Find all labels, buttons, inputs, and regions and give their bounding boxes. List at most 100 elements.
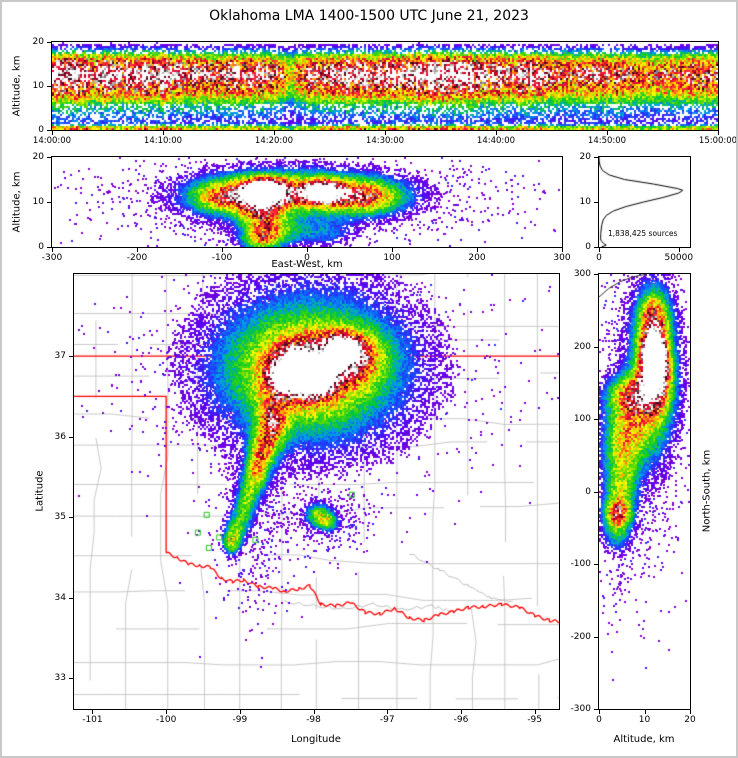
y-tick-label: 0	[38, 242, 44, 252]
tick-mark	[163, 131, 164, 135]
tick-mark	[594, 491, 598, 493]
tick-mark	[594, 709, 598, 710]
y-tick-label: 10	[32, 197, 44, 207]
x-tick-label: -98	[306, 715, 321, 725]
ns-altitude-xlabel: Altitude, km	[613, 734, 675, 745]
tick-mark	[47, 86, 51, 87]
y-tick-label: 33	[54, 673, 66, 684]
tick-mark	[594, 274, 598, 275]
x-tick-label: 15:00:00	[698, 136, 738, 146]
y-tick-label: 0	[585, 486, 591, 497]
y-tick-label: -300	[570, 704, 591, 714]
y-tick-label: 36	[54, 431, 66, 442]
tick-mark	[47, 157, 51, 158]
y-tick-label: 10	[579, 197, 591, 207]
y-tick-label: -200	[570, 631, 591, 642]
tick-mark	[52, 131, 53, 135]
tick-mark	[92, 710, 94, 714]
east-west-density-canvas	[52, 157, 562, 247]
tick-mark	[594, 564, 598, 565]
tick-mark	[460, 710, 462, 714]
tick-mark	[594, 419, 598, 420]
x-tick-label: 300	[553, 253, 571, 263]
tick-mark	[607, 131, 608, 135]
x-tick-label: 14:00:00	[32, 136, 72, 146]
x-tick-label: 14:10:00	[143, 136, 183, 146]
tick-mark	[166, 710, 168, 714]
x-tick-label: -101	[82, 715, 103, 725]
y-tick-label: 34	[54, 592, 66, 603]
x-tick-label: -95	[527, 715, 543, 725]
tick-mark	[385, 131, 386, 135]
tick-mark	[594, 202, 598, 203]
plan-view-map-panel	[73, 273, 560, 710]
tick-mark	[69, 517, 73, 519]
ns-ylabel: North-South, km	[701, 449, 713, 533]
time-height-panel	[51, 41, 719, 131]
tick-mark	[594, 247, 598, 248]
tick-mark	[387, 710, 389, 714]
tick-mark	[137, 248, 138, 252]
y-tick-label: 37	[54, 351, 66, 362]
tick-mark	[594, 157, 598, 158]
x-tick-label: -100	[211, 253, 233, 263]
tick-mark	[274, 131, 275, 135]
tick-mark	[644, 710, 646, 714]
y-tick-label: 10	[32, 81, 44, 91]
tick-mark	[47, 130, 51, 131]
y-tick-label: 0	[585, 242, 591, 252]
y-tick-label: 20	[32, 37, 44, 47]
figure-title: Oklahoma LMA 1400-1500 UTC June 21, 2023	[209, 8, 529, 24]
east-west-altitude-panel	[51, 156, 563, 248]
x-tick-label: -300	[41, 253, 63, 263]
tick-mark	[307, 248, 308, 252]
north-south-density-canvas	[599, 274, 690, 709]
y-tick-label: 200	[573, 341, 591, 352]
x-tick-label: 14:20:00	[254, 136, 294, 146]
y-tick-label: 20	[579, 152, 591, 162]
x-tick-label: 0	[304, 253, 310, 263]
y-tick-label: 20	[32, 152, 44, 162]
tick-mark	[52, 248, 53, 252]
tick-mark	[47, 42, 51, 43]
x-tick-label: 0	[596, 715, 602, 725]
source-count-annotation: 1,838,425 sources	[608, 229, 678, 238]
tick-mark	[718, 131, 719, 135]
tick-mark	[392, 248, 393, 252]
ew-xlabel: East-West, km	[271, 259, 343, 270]
y-tick-label: 0	[38, 125, 44, 135]
tick-mark	[47, 247, 51, 248]
tick-mark	[562, 248, 563, 252]
x-tick-label: -96	[453, 715, 469, 725]
tick-mark	[313, 710, 315, 714]
x-tick-label: 10	[638, 715, 651, 725]
x-tick-label: 20	[684, 715, 696, 725]
x-tick-label: 200	[468, 253, 486, 263]
x-tick-label: -99	[232, 715, 248, 725]
tick-mark	[599, 248, 600, 252]
time-height-density-canvas	[52, 42, 718, 130]
map-longitude-xlabel: Longitude	[291, 734, 341, 745]
x-tick-label: 14:50:00	[587, 136, 627, 146]
tick-mark	[69, 356, 73, 358]
tick-mark	[69, 678, 73, 680]
x-tick-label: -97	[379, 715, 395, 725]
tick-mark	[594, 636, 598, 638]
source-histogram-canvas	[599, 157, 690, 247]
tick-mark	[599, 710, 600, 714]
tick-mark	[496, 131, 497, 135]
x-tick-label: -100	[155, 715, 177, 725]
y-tick-label: 35	[54, 512, 66, 523]
x-tick-label: 14:40:00	[476, 136, 516, 146]
source-histogram-panel	[598, 156, 691, 248]
y-tick-label: -100	[570, 559, 591, 569]
tick-mark	[69, 436, 73, 438]
north-south-altitude-panel	[598, 273, 691, 710]
x-tick-label: 100	[383, 253, 401, 263]
tick-mark	[47, 202, 51, 203]
plan-view-map-canvas	[74, 274, 559, 709]
tick-mark	[534, 710, 536, 714]
tick-mark	[690, 710, 691, 714]
y-tick-label: 100	[573, 414, 591, 424]
